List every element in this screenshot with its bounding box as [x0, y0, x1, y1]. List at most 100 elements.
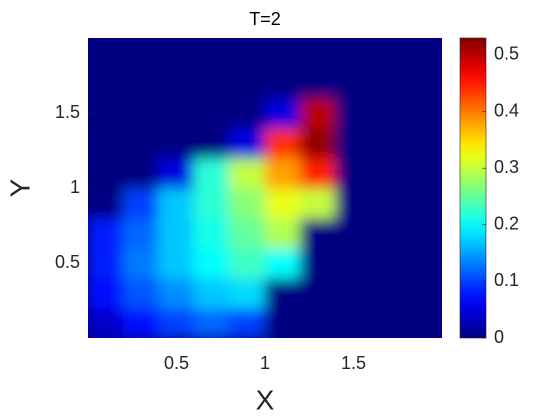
heatmap-cell — [299, 38, 337, 69]
heatmap-cell — [370, 247, 408, 279]
heatmap-cell — [406, 217, 442, 249]
heatmap-cell — [264, 277, 301, 309]
heatmap-cell — [370, 38, 408, 69]
heatmap-cell — [264, 307, 301, 338]
heatmap-cell — [370, 157, 408, 189]
y-tick-label: 1 — [70, 177, 80, 197]
colorbar-tick-label: 0.1 — [494, 270, 519, 290]
x-tick-label: 0.5 — [164, 353, 189, 373]
heatmap-cell — [158, 97, 195, 129]
heatmap-cell — [122, 157, 160, 189]
heatmap-cell — [264, 67, 301, 99]
heatmap-cell — [370, 97, 408, 129]
heatmap-cell — [264, 38, 301, 69]
heatmap-cell — [229, 307, 266, 338]
heatmap-cell — [406, 277, 442, 309]
heatmap-cell — [370, 127, 408, 159]
y-tick-label: 0.5 — [55, 252, 80, 272]
x-tick-label: 1.5 — [341, 353, 366, 373]
x-axis-label: X — [256, 384, 275, 415]
heatmap-cell — [193, 97, 231, 129]
heatmap-cell — [158, 247, 195, 279]
heatmap-cell — [370, 277, 408, 309]
heatmap-cell — [158, 38, 195, 69]
heatmap-cell — [193, 307, 231, 338]
heatmap-cell — [335, 247, 372, 279]
heatmap-cell — [88, 217, 124, 249]
heatmap-cell — [335, 277, 372, 309]
y-axis-label: Y — [4, 178, 35, 197]
heatmap-cell — [299, 67, 337, 99]
heatmap-cell — [299, 97, 337, 129]
x-tick-label: 1 — [260, 353, 270, 373]
heatmap-cell — [122, 97, 160, 129]
heatmap-cell — [264, 217, 301, 249]
heatmap-cell — [158, 67, 195, 99]
heatmap-cell — [370, 187, 408, 219]
heatmap-cell — [264, 247, 301, 279]
heatmap-cell — [406, 127, 442, 159]
heatmap-cell — [264, 187, 301, 219]
heatmap-cell — [406, 67, 442, 99]
heatmap-cell — [299, 157, 337, 189]
heatmap-cell — [335, 307, 372, 338]
heatmap-cell — [122, 307, 160, 338]
heatmap-cell — [122, 127, 160, 159]
heatmap-cell — [335, 217, 372, 249]
heatmap-field — [88, 38, 442, 338]
heatmap-cell — [122, 38, 160, 69]
heatmap-cell — [229, 38, 266, 69]
heatmap-cell — [158, 307, 195, 338]
heatmap-cell — [193, 187, 231, 219]
heatmap-cell — [299, 307, 337, 338]
heatmap-cell — [406, 307, 442, 338]
heatmap-cell — [88, 38, 124, 69]
heatmap-cell — [193, 277, 231, 309]
heatmap-cell — [229, 67, 266, 99]
heatmap-cell — [370, 67, 408, 99]
heatmap-cell — [335, 67, 372, 99]
heatmap-cell — [370, 217, 408, 249]
heatmap-cell — [88, 247, 124, 279]
heatmap-cell — [88, 307, 124, 338]
heatmap-cell — [229, 187, 266, 219]
heatmap-cell — [229, 157, 266, 189]
heatmap-cell — [122, 277, 160, 309]
colorbar-tick-label: 0 — [494, 327, 504, 347]
heatmap-cell — [299, 187, 337, 219]
heatmap-cell — [229, 127, 266, 159]
heatmap-cell — [370, 307, 408, 338]
heatmap-cell — [406, 187, 442, 219]
heatmap-cell — [299, 217, 337, 249]
heatmap-cell — [229, 97, 266, 129]
heatmap-cell — [335, 97, 372, 129]
heatmap-cell — [193, 157, 231, 189]
heatmap-cell — [158, 277, 195, 309]
heatmap-cell — [158, 187, 195, 219]
heatmap-cell — [193, 247, 231, 279]
heatmap-cell — [335, 187, 372, 219]
heatmap-cell — [122, 187, 160, 219]
heatmap-cell — [406, 247, 442, 279]
colorbar-tick-label: 0.3 — [494, 157, 519, 177]
colorbar-tick-label: 0.4 — [494, 100, 519, 120]
heatmap-cell — [229, 277, 266, 309]
heatmap-cell — [88, 277, 124, 309]
plot-area — [88, 38, 442, 338]
heatmap-cell — [406, 97, 442, 129]
heatmap-cell — [193, 127, 231, 159]
heatmap-cell — [264, 157, 301, 189]
heatmap-cell — [406, 157, 442, 189]
heatmap-cell — [158, 217, 195, 249]
y-tick-label: 1.5 — [55, 102, 80, 122]
heatmap-cell — [122, 217, 160, 249]
heatmap-cell — [229, 217, 266, 249]
heatmap-cell — [299, 127, 337, 159]
heatmap-cell — [193, 38, 231, 69]
colorbar — [459, 37, 487, 339]
heatmap-cell — [264, 127, 301, 159]
heatmap-cell — [193, 67, 231, 99]
heatmap-cell — [229, 247, 266, 279]
colorbar-tick-label: 0.2 — [494, 214, 519, 234]
